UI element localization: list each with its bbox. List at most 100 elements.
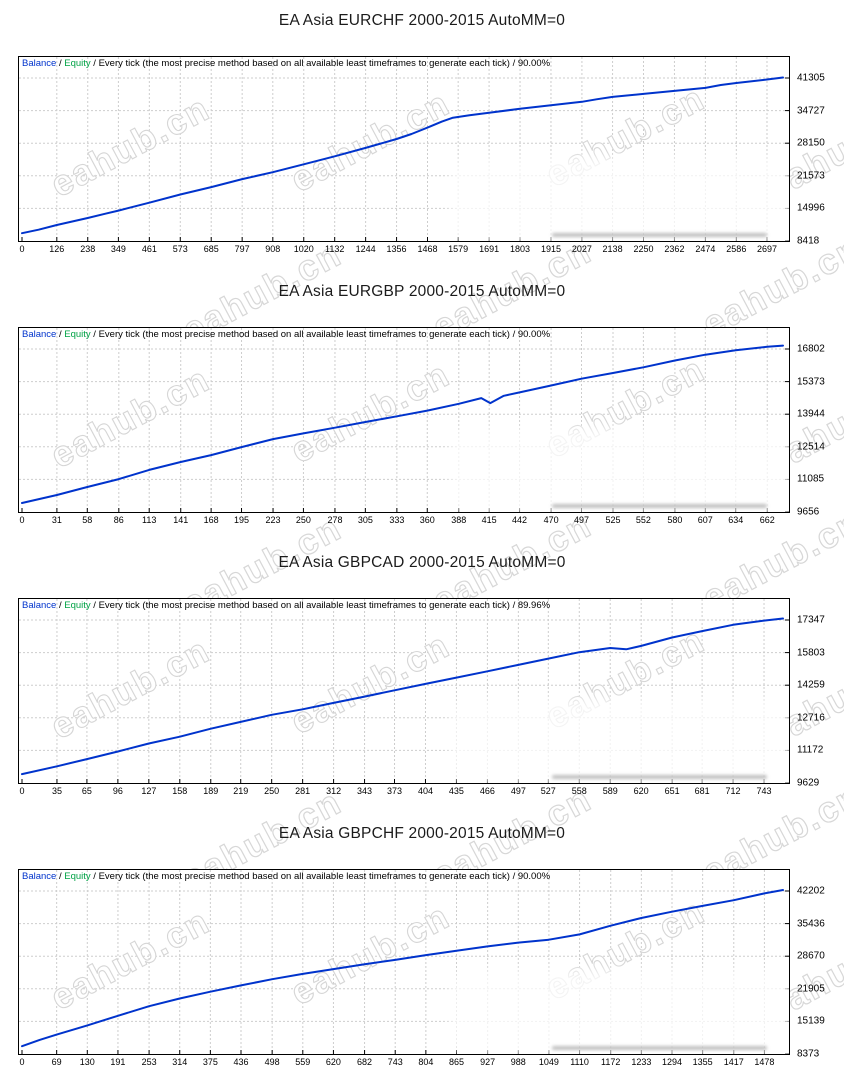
x-tick-label: 0	[19, 786, 25, 796]
x-tick-label: 343	[357, 786, 373, 796]
x-axis-labels: 0 35 65 96 127 158 189 219 250 281 312 343 373 404 435…	[18, 786, 790, 798]
x-tick-label: 373	[386, 786, 403, 796]
x-tick-label: 2027	[571, 244, 592, 254]
x-tick-label: 1244	[355, 244, 376, 254]
smudge-artifact	[552, 233, 767, 237]
x-tick-label: 552	[635, 515, 651, 525]
x-tick-label: 314	[172, 1057, 188, 1067]
x-tick-label: 375	[202, 1057, 218, 1067]
x-tick-label: 238	[80, 244, 96, 254]
x-tick-label: 404	[417, 786, 433, 796]
y-tick-label: 42202	[797, 885, 825, 897]
x-tick-label: 607	[697, 515, 713, 525]
x-tick-label: 743	[387, 1057, 403, 1067]
plot-area: eahub.cn eahub.cn eahub.cn Balance / Equit…	[18, 56, 790, 242]
watermark-text: eahub.cn	[44, 87, 217, 205]
chart-title: EA Asia GBPCAD 2000-2015 AutoMM=0	[278, 554, 566, 571]
x-tick-label: 191	[110, 1057, 126, 1067]
x-tick-label: 253	[141, 1057, 157, 1067]
x-tick-label: 682	[357, 1057, 373, 1067]
x-tick-label: 31	[51, 515, 62, 525]
erased-watermark-area	[457, 706, 787, 778]
x-tick-label: 388	[451, 515, 467, 525]
chart-legend: Balance / Equity / Every tick (the most …	[22, 871, 550, 882]
legend-balance-label: Balance	[22, 58, 57, 69]
y-tick-label: 41305	[797, 72, 825, 84]
x-tick-label: 1915	[540, 244, 561, 254]
x-tick-label: 1579	[448, 244, 469, 254]
x-tick-label: 250	[295, 515, 311, 525]
x-tick-label: 1110	[570, 1057, 589, 1067]
y-tick-label: 34727	[797, 105, 825, 117]
watermark-text: eahub.cn	[284, 82, 457, 200]
x-tick-label: 1417	[723, 1057, 744, 1067]
x-tick-label: 442	[512, 515, 528, 525]
chart-row: eahub.cn eahub.cn eahub.cn Balance / Equit…	[0, 56, 844, 247]
x-tick-label: 126	[49, 244, 65, 254]
chart-section-eurchf: EA Asia EURCHF 2000-2015 AutoMM=0 eahub.…	[0, 12, 844, 256]
legend-description: / Every tick (the most precise method ba…	[90, 600, 551, 611]
legend-equity-label: Equity	[64, 600, 91, 611]
x-tick-label: 130	[79, 1057, 95, 1067]
plot-area: eahub.cn eahub.cn eahub.cn Balance / Equit…	[18, 869, 790, 1055]
chart-title: EA Asia EURGBP 2000-2015 AutoMM=0	[278, 283, 566, 300]
y-tick-label: 9656	[797, 506, 820, 518]
y-tick-label: 28670	[797, 950, 825, 962]
y-tick-label: 28150	[797, 137, 825, 149]
y-tick-label: 11172	[797, 744, 824, 756]
y-axis-labels: 16802 15373 13944 12514 11085 9656	[790, 327, 842, 518]
x-tick-label: 634	[728, 515, 744, 525]
x-tick-label: 1132	[324, 244, 345, 254]
x-tick-label: 0	[19, 515, 25, 525]
balance-line	[21, 76, 784, 235]
legend-description: / Every tick (the most precise method ba…	[90, 329, 551, 340]
x-tick-label: 927	[480, 1057, 496, 1067]
y-tick-label: 13944	[797, 408, 825, 420]
x-tick-label: 96	[112, 786, 123, 796]
x-tick-label: 58	[82, 515, 93, 525]
y-tick-label: 17347	[797, 614, 825, 626]
y-tick-label: 15139	[797, 1015, 825, 1027]
x-tick-label: 86	[113, 515, 124, 525]
erased-watermark-area	[457, 977, 787, 1049]
y-tick-label: 16802	[797, 343, 825, 355]
plot-area: eahub.cn eahub.cn eahub.cn Balance / Equit…	[18, 598, 790, 784]
x-axis-labels: 0 126 238 349 461 573 685 797 908 1020 1132 1244 135…	[18, 244, 790, 256]
x-tick-label: 797	[234, 244, 250, 254]
x-tick-label: 436	[233, 1057, 249, 1067]
plot-svg: eahub.cn eahub.cn eahub.cn	[19, 328, 789, 512]
x-tick-label: 278	[327, 515, 343, 525]
x-tick-label: 525	[605, 515, 621, 525]
report-page: EA Asia EURCHF 2000-2015 AutoMM=0 eahub.…	[0, 12, 844, 1067]
legend-equity-label: Equity	[64, 329, 91, 340]
x-tick-label: 333	[389, 515, 405, 525]
x-tick-label: 466	[479, 786, 495, 796]
chart-title: EA Asia EURCHF 2000-2015 AutoMM=0	[278, 12, 566, 29]
y-tick-label: 14259	[797, 679, 825, 691]
x-tick-label: 127	[141, 786, 157, 796]
erased-watermark-area	[457, 435, 787, 507]
x-tick-label: 580	[667, 515, 683, 525]
x-tick-label: 497	[573, 515, 589, 525]
x-tick-label: 1049	[538, 1057, 559, 1067]
x-tick-label: 305	[357, 515, 373, 525]
watermark-text: eahub.cn	[44, 629, 217, 747]
chart-legend: Balance / Equity / Every tick (the most …	[22, 329, 550, 340]
x-tick-label: 250	[264, 786, 280, 796]
x-tick-label: 589	[602, 786, 618, 796]
chart-row: eahub.cn eahub.cn eahub.cn Balance / Equit…	[0, 327, 844, 518]
x-tick-label: 141	[173, 515, 189, 525]
x-tick-label: 1294	[661, 1057, 682, 1067]
x-tick-label: 1356	[386, 244, 407, 254]
x-tick-label: 219	[233, 786, 249, 796]
y-tick-label: 11085	[797, 473, 825, 485]
y-tick-label: 21573	[797, 170, 825, 182]
chart-section-gbpcad: EA Asia GBPCAD 2000-2015 AutoMM=0 eahub.…	[0, 554, 844, 798]
x-tick-label: 349	[110, 244, 126, 254]
x-tick-label: 2138	[602, 244, 623, 254]
x-tick-label: 281	[295, 786, 311, 796]
smudge-artifact	[552, 1046, 767, 1050]
x-tick-label: 620	[325, 1057, 341, 1067]
y-tick-label: 12514	[797, 441, 825, 453]
legend-description: / Every tick (the most precise method ba…	[90, 871, 551, 882]
